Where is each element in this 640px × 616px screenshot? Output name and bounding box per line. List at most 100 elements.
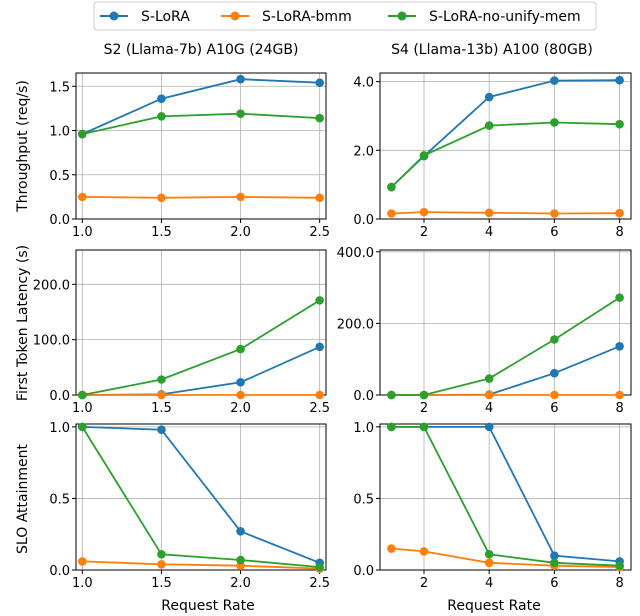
data-point-s-lora-no-unify-mem — [157, 375, 166, 384]
data-point-s-lora-no-unify-mem — [78, 422, 87, 432]
plot-frame — [75, 249, 327, 396]
data-point-s-lora-no-unify-mem — [550, 558, 559, 568]
x-tick-label: 8 — [615, 401, 623, 416]
data-point-s-lora-no-unify-mem — [484, 374, 494, 383]
y-tick-label: 0.5 — [49, 169, 70, 184]
y-tick-label: 0.0 — [49, 564, 70, 579]
y-tick-label: 200.0 — [337, 317, 374, 332]
data-point-s-lora-bmm — [157, 193, 166, 203]
panel-throughput-s4: 2 4 6 8 0.0 2.0 4.0 — [353, 72, 632, 240]
data-point-s-lora — [484, 92, 494, 102]
series-line-s-lora-no-unify-mem — [81, 426, 320, 568]
x-tick-label: 1.5 — [151, 225, 172, 240]
x-tick-label: 1.0 — [72, 576, 93, 591]
x-tick-label: 8 — [615, 576, 623, 591]
data-point-s-lora-no-unify-mem — [236, 555, 245, 565]
data-point-s-lora — [315, 342, 324, 352]
data-point-s-lora-no-unify-mem — [387, 182, 396, 192]
data-point-s-lora-bmm — [484, 558, 494, 568]
legend-marker-s-lora-bmm — [230, 11, 240, 21]
legend-entry-s-lora-bmm: S-LoRA-bmm — [221, 9, 352, 25]
panel-slo-s4: 2 4 6 8 0.0 0.5 1.0 — [353, 421, 632, 591]
series-line-s-lora — [391, 345, 620, 396]
data-point-s-lora-no-unify-mem — [315, 562, 324, 572]
xlabel-left: Request Rate — [161, 598, 254, 614]
series-line-s-lora — [82, 426, 321, 564]
series-line-s-lora-bmm — [82, 195, 320, 199]
x-tick-label: 8 — [615, 225, 623, 240]
x-tick-label: 4 — [485, 576, 493, 591]
legend-label-s-lora-bmm: S-LoRA-bmm — [262, 9, 352, 25]
y-tick-label: 0.0 — [353, 564, 374, 579]
y-tick-label: 0.0 — [49, 213, 70, 228]
x-tick-label: 2.0 — [230, 401, 251, 416]
data-point-s-lora — [550, 551, 559, 560]
data-point-s-lora-no-unify-mem — [550, 335, 559, 344]
y-tick-label: 200.0 — [33, 278, 70, 293]
legend: S-LoRA S-LoRA-bmm S-LoRA-no-unify-mem — [93, 1, 597, 31]
data-point-s-lora — [615, 342, 624, 351]
y-tick-label: 1.0 — [49, 125, 70, 140]
x-tick-label: 2 — [420, 576, 428, 591]
data-point-s-lora-no-unify-mem — [315, 113, 324, 123]
data-point-s-lora-no-unify-mem — [615, 561, 624, 571]
data-point-s-lora — [157, 425, 166, 435]
x-tick-label: 6 — [550, 225, 558, 240]
x-tick-label: 2.5 — [309, 225, 330, 240]
data-point-s-lora-no-unify-mem — [484, 121, 494, 130]
x-tick-label: 6 — [550, 401, 558, 416]
data-point-s-lora-bmm — [615, 208, 624, 218]
panel-slo-s2: 1.0 1.5 2.0 2.5 0.0 0.5 1.0 — [49, 421, 330, 591]
ylabel-slo-attainment: SLO Attainment — [15, 444, 31, 554]
data-point-s-lora-bmm — [387, 544, 396, 553]
data-point-s-lora-bmm — [615, 390, 624, 400]
legend-entry-s-lora-no-unify-mem: S-LoRA-no-unify-mem — [388, 9, 581, 25]
legend-label-s-lora: S-LoRA — [141, 9, 190, 25]
y-tick-label: 100.0 — [33, 334, 70, 349]
y-tick-label: 0.5 — [353, 492, 374, 507]
y-tick-label: 1.0 — [49, 421, 70, 436]
series-line-s-lora-bmm — [82, 560, 320, 570]
x-tick-label: 2.0 — [230, 576, 251, 591]
y-tick-label: 1.5 — [49, 80, 70, 95]
legend-frame — [93, 1, 597, 31]
y-tick-label: 1.0 — [353, 421, 374, 436]
data-point-s-lora-no-unify-mem — [615, 293, 624, 302]
y-tick-label: 400.0 — [337, 246, 374, 261]
data-point-s-lora-no-unify-mem — [387, 390, 396, 400]
data-point-s-lora-no-unify-mem — [419, 422, 429, 432]
data-point-s-lora-bmm — [419, 547, 429, 556]
data-point-s-lora-bmm — [484, 208, 494, 218]
data-point-s-lora-bmm — [78, 192, 87, 202]
data-point-s-lora-no-unify-mem — [387, 422, 396, 432]
panel-latency-s4: 2 4 6 8 0.0 200.0 400.0 — [337, 246, 632, 416]
plot-frame — [75, 423, 327, 571]
x-tick-label: 2.5 — [309, 576, 330, 591]
data-point-s-lora-no-unify-mem — [550, 118, 559, 127]
data-point-s-lora — [615, 75, 624, 85]
series-line-s-lora — [81, 78, 320, 135]
data-point-s-lora-no-unify-mem — [484, 549, 494, 559]
x-tick-label: 2.5 — [309, 401, 330, 416]
series-line-s-lora-no-unify-mem — [391, 425, 620, 567]
data-point-s-lora-no-unify-mem — [236, 344, 245, 354]
data-point-s-lora — [157, 94, 166, 103]
y-tick-label: 2.0 — [353, 144, 374, 159]
data-point-s-lora-bmm — [315, 193, 324, 203]
plot-frame — [379, 423, 632, 571]
y-tick-label: 0.0 — [353, 389, 374, 404]
data-point-s-lora-no-unify-mem — [615, 119, 624, 129]
legend-entry-s-lora: S-LoRA — [100, 9, 190, 25]
x-tick-label: 1.0 — [72, 401, 93, 416]
y-tick-label: 4.0 — [353, 76, 374, 91]
data-point-s-lora-no-unify-mem — [157, 112, 166, 121]
data-point-s-lora-no-unify-mem — [315, 296, 324, 305]
x-tick-label: 4 — [485, 401, 493, 416]
data-point-s-lora-bmm — [157, 559, 166, 569]
legend-label-s-lora-no-unify-mem: S-LoRA-no-unify-mem — [429, 9, 581, 25]
series-line-s-lora — [391, 425, 620, 563]
x-tick-label: 2 — [420, 225, 428, 240]
data-point-s-lora — [550, 76, 559, 85]
x-tick-label: 4 — [485, 225, 493, 240]
